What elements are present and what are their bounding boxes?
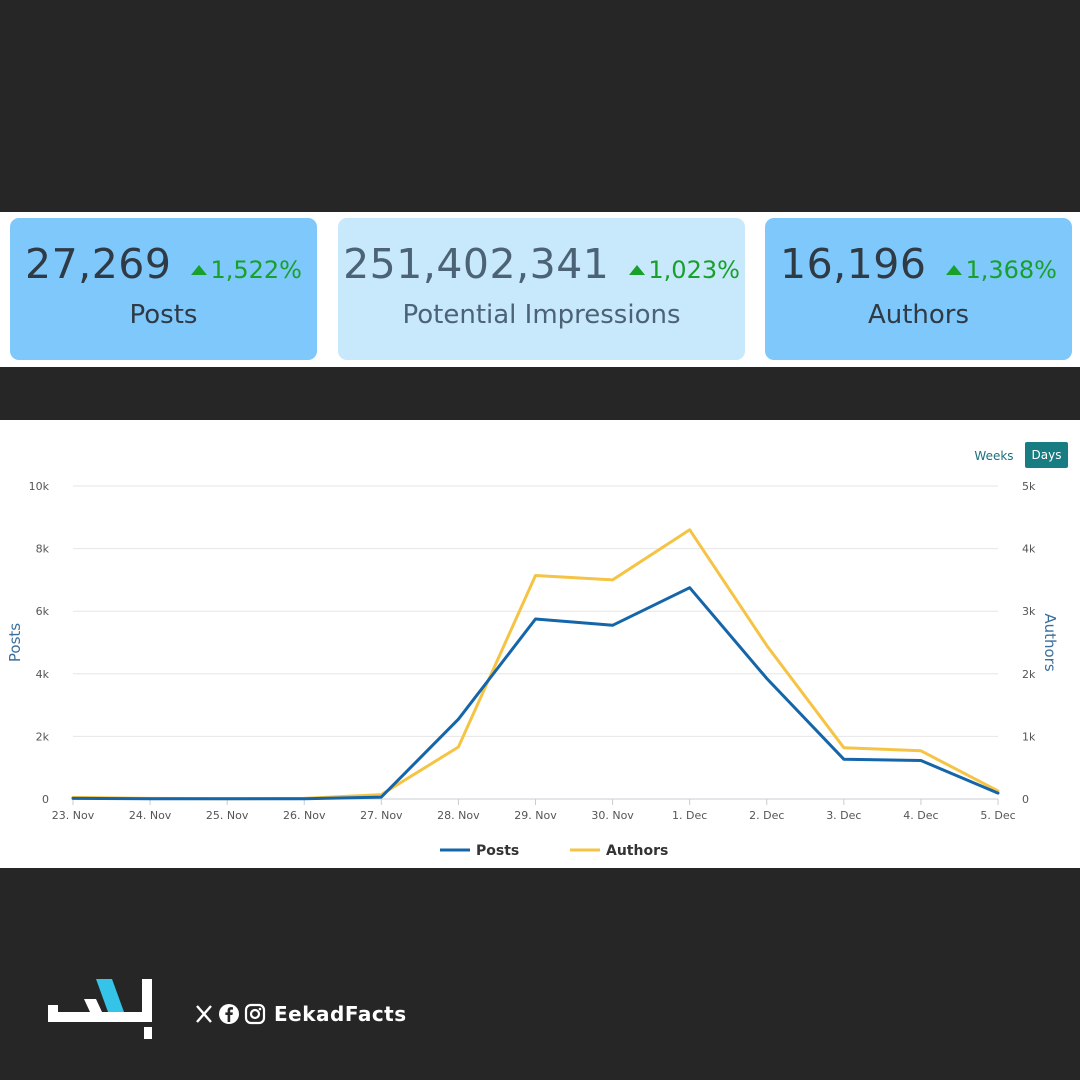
- impressions-label: Potential Impressions: [402, 300, 681, 330]
- y-right-tick-label: 0: [1022, 793, 1029, 806]
- line-chart: 0 2k 4k 6k 8k 10k 0 1k 2k 3k 4k 5k 23. Nov 24. Nov 25.…: [6, 480, 1059, 859]
- y-right-tick-label: 5k: [1022, 480, 1036, 493]
- x-tick-label: 30. Nov: [591, 809, 634, 822]
- x-tick-label: 25. Nov: [206, 809, 249, 822]
- up-arrow-icon: [946, 265, 963, 275]
- posts-legend-label[interactable]: Posts: [476, 843, 519, 859]
- authors-change-value: 1,368%: [965, 256, 1057, 284]
- authors-stat-card: 16,196 1,368% Authors: [765, 218, 1072, 360]
- x-tick-label: 26. Nov: [283, 809, 326, 822]
- x-tick-label: 1. Dec: [672, 809, 707, 822]
- social-links: EekadFacts: [194, 1002, 407, 1026]
- brand-handle[interactable]: EekadFacts: [274, 1002, 407, 1026]
- footer: EekadFacts: [0, 975, 1080, 1055]
- y-right-tick-label: 2k: [1022, 668, 1036, 681]
- posts-value: 27,269: [25, 240, 172, 288]
- impressions-value: 251,402,341: [343, 240, 610, 288]
- x-tick-label: 27. Nov: [360, 809, 403, 822]
- y-left-tick-label: 0: [42, 793, 49, 806]
- x-tick-label: 29. Nov: [514, 809, 557, 822]
- up-arrow-icon: [191, 265, 208, 275]
- y-left-tick-label: 8k: [36, 543, 50, 556]
- weeks-button[interactable]: Weeks: [974, 449, 1014, 463]
- posts-series-line: [71, 586, 1000, 801]
- authors-legend-label[interactable]: Authors: [606, 843, 668, 859]
- x-tick-label: 4. Dec: [903, 809, 938, 822]
- authors-value: 16,196: [780, 240, 927, 288]
- x-tick-label: 2. Dec: [749, 809, 784, 822]
- authors-label: Authors: [867, 300, 970, 330]
- posts-label: Posts: [129, 300, 198, 330]
- y-right-tick-label: 1k: [1022, 730, 1036, 743]
- eekad-logo: [48, 979, 152, 1039]
- y-left-tick-label: 10k: [29, 480, 50, 493]
- posts-stat-card: 27,269 1,522% Posts: [10, 218, 317, 360]
- y-left-tick-label: 4k: [36, 668, 50, 681]
- y-left-tick-label: 6k: [36, 605, 50, 618]
- stats-band: 27,269 1,522% Posts 251,402,341 1,023% P…: [0, 212, 1080, 367]
- x-tick-label: 28. Nov: [437, 809, 480, 822]
- x-icon[interactable]: [194, 1004, 214, 1024]
- impressions-stat-card: 251,402,341 1,023% Potential Impressions: [338, 218, 745, 360]
- x-tick-label: 3. Dec: [826, 809, 861, 822]
- facebook-icon[interactable]: [218, 1003, 240, 1025]
- y-left-axis-title: Posts: [6, 623, 24, 662]
- x-tick-label: 5. Dec: [980, 809, 1015, 822]
- posts-change: 1,522%: [191, 256, 302, 284]
- y-left-tick-label: 2k: [36, 730, 50, 743]
- impressions-change-value: 1,023%: [648, 256, 740, 284]
- instagram-icon[interactable]: [244, 1003, 266, 1025]
- chart-panel: Weeks Days 0 2k 4k 6k 8k 10k 0 1k 2k 3k 4k 5k 23. No…: [0, 420, 1080, 868]
- authors-change: 1,368%: [946, 256, 1057, 284]
- impressions-change: 1,023%: [629, 256, 740, 284]
- x-tick-label: 23. Nov: [52, 809, 95, 822]
- posts-change-value: 1,522%: [210, 256, 302, 284]
- up-arrow-icon: [629, 265, 646, 275]
- days-button[interactable]: Days: [1025, 442, 1068, 468]
- y-right-tick-label: 4k: [1022, 543, 1036, 556]
- y-right-axis-title: Authors: [1041, 613, 1059, 672]
- x-tick-label: 24. Nov: [129, 809, 172, 822]
- y-right-tick-label: 3k: [1022, 605, 1036, 618]
